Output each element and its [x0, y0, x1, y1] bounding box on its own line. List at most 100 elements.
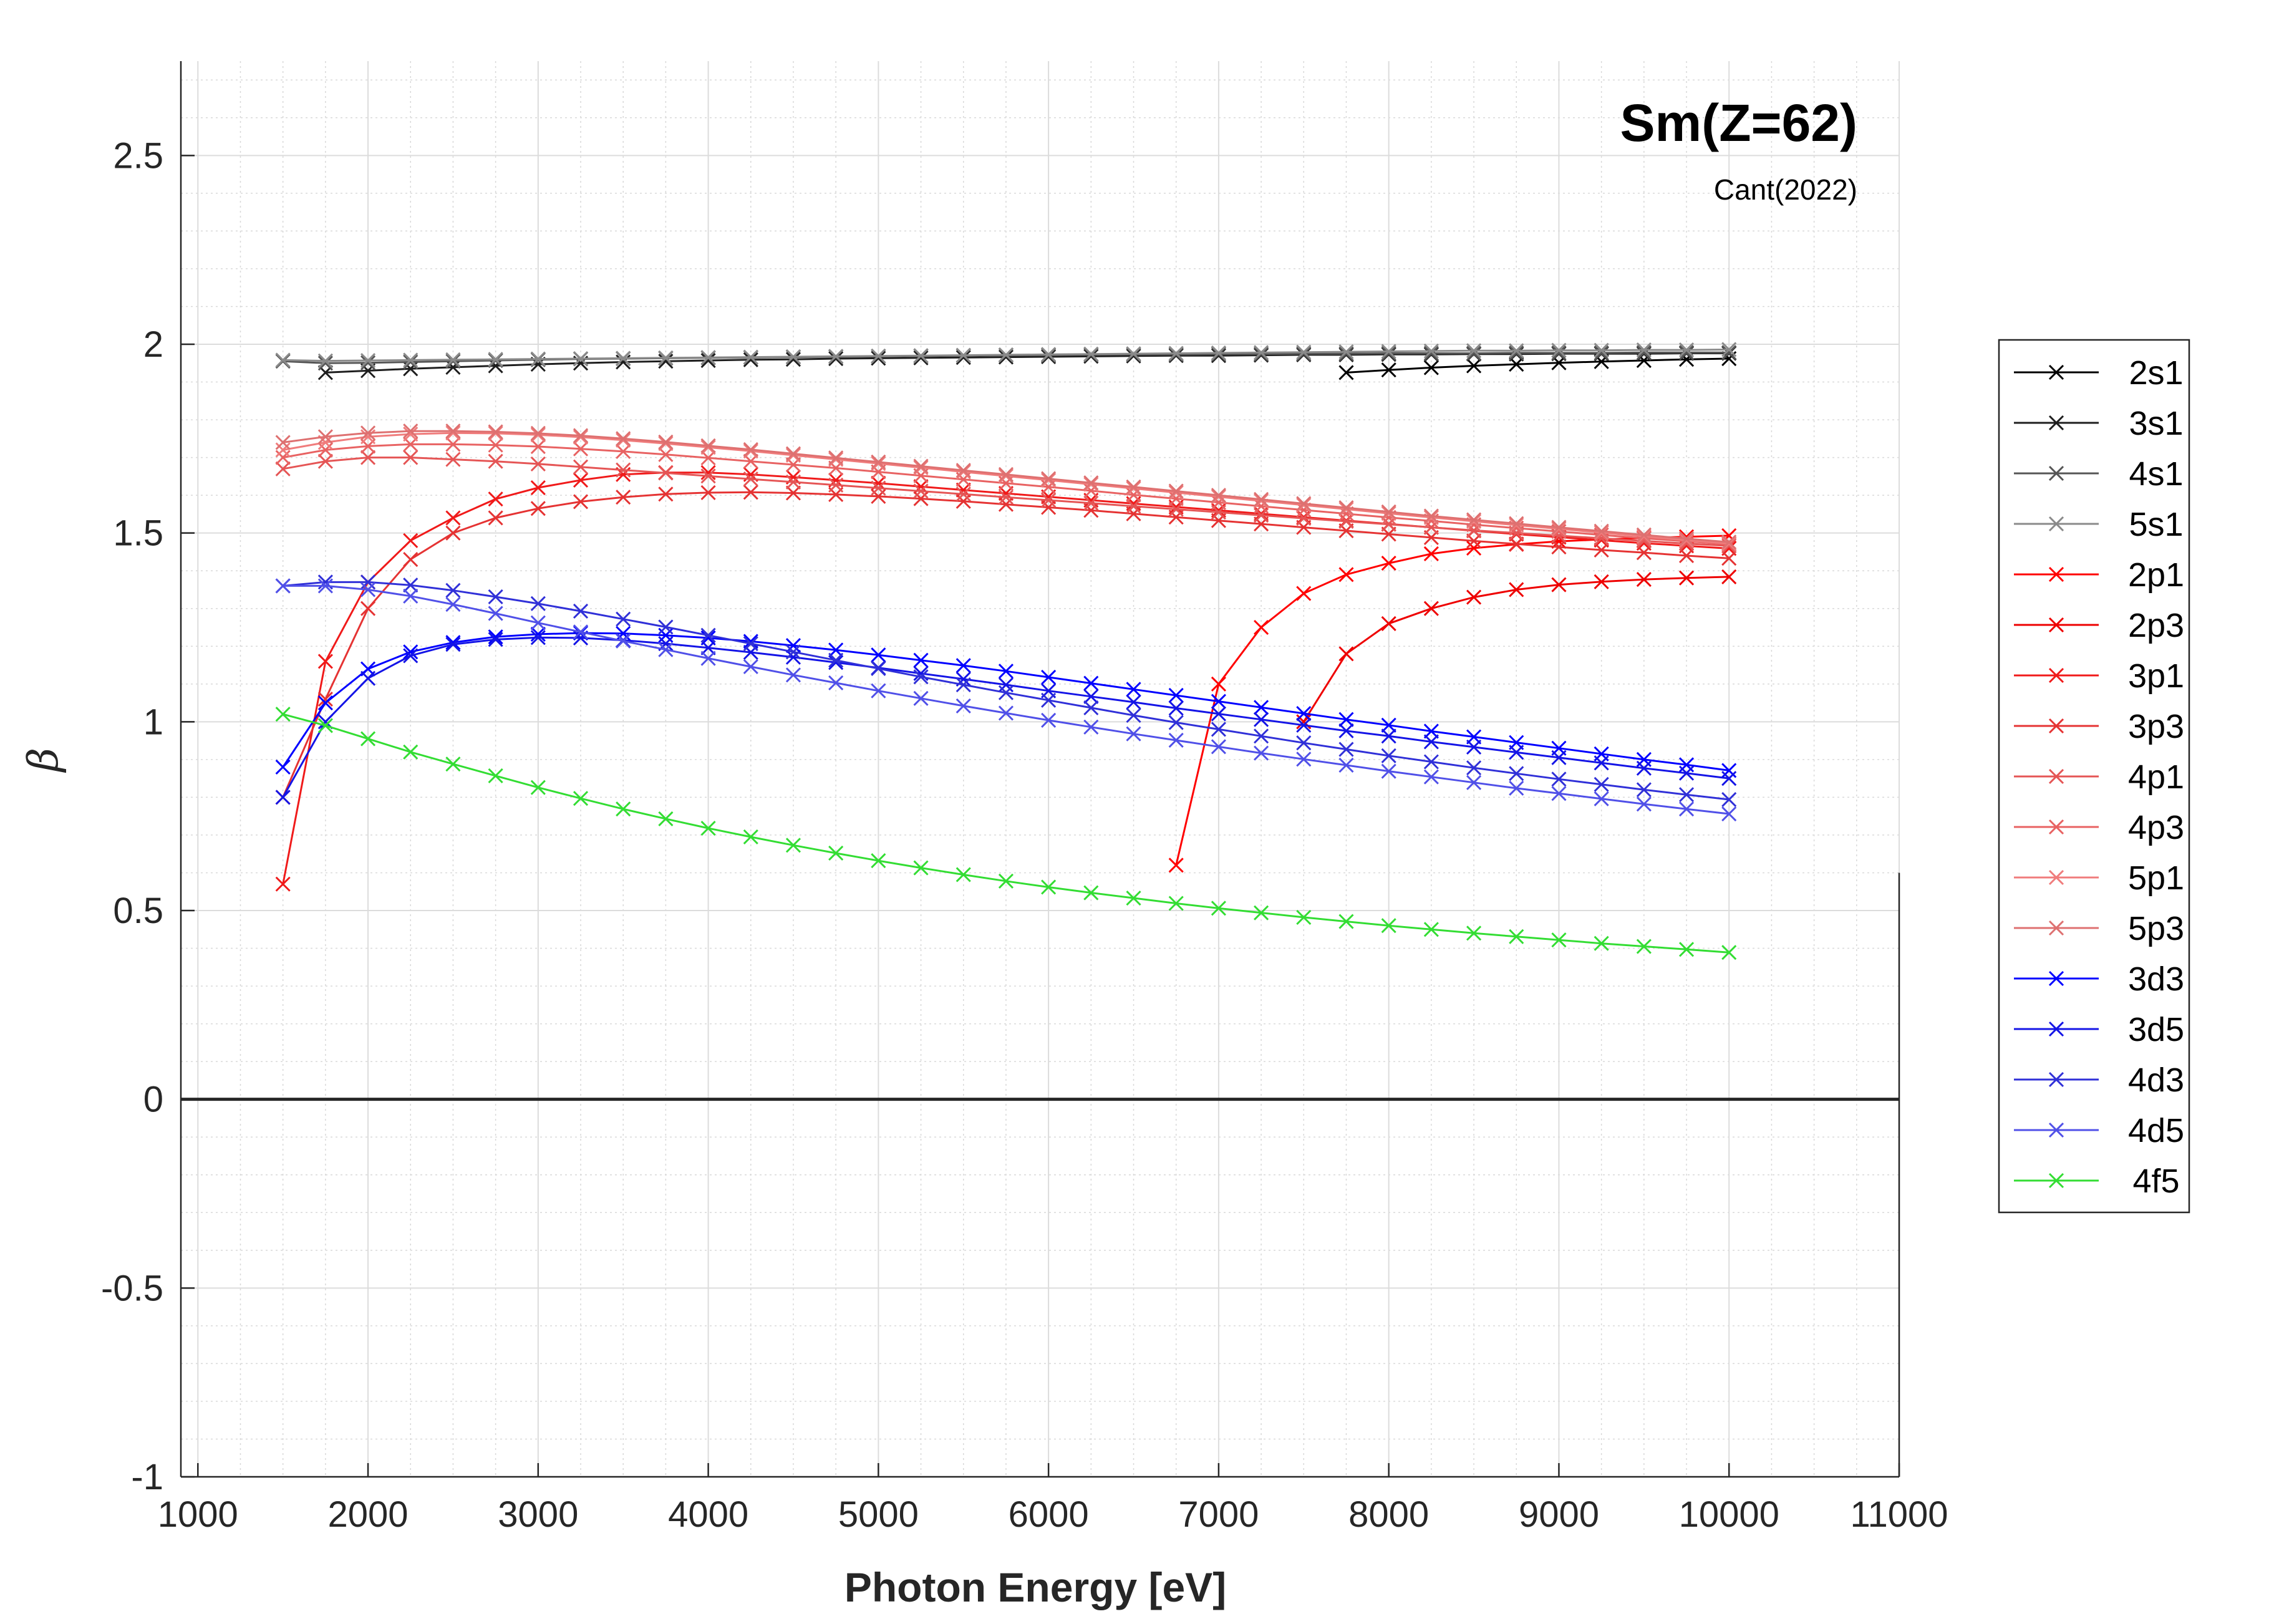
data-point-4d5 [785, 667, 801, 683]
data-point-4p1 [956, 486, 971, 502]
data-point-5p1 [488, 425, 503, 441]
data-point-5s1 [1551, 342, 1567, 358]
data-point-3p3 [998, 496, 1014, 512]
data-point-4d3 [700, 627, 716, 643]
data-point-4d3 [1254, 728, 1269, 744]
data-point-5p3 [658, 434, 674, 450]
legend: 2s1 3s1 4s1 5s1 2p1 2p3 3p1 3p3 4p1 4p3 5p1 5p3 3d3 3… [1998, 339, 2190, 1214]
data-point-5p1 [956, 464, 971, 480]
legend-item-5p3: 5p3 [2014, 910, 2184, 947]
data-point-4f5 [1211, 901, 1226, 916]
x-tick-label: 2000 [328, 1494, 409, 1535]
data-point-3s1 [956, 350, 971, 365]
legend-item-2p1: 2p1 [2014, 556, 2184, 594]
data-point-2p3 [1678, 570, 1695, 586]
data-point-3d5 [1466, 739, 1482, 755]
data-point-4f5 [1594, 935, 1609, 951]
data-point-5p3 [1254, 491, 1269, 507]
data-point-5p1 [1594, 525, 1609, 541]
legend-label: 5s1 [2129, 506, 2183, 543]
data-point-4p1 [275, 461, 291, 476]
data-point-5p1 [573, 429, 589, 445]
data-point-5p3 [1678, 531, 1695, 546]
data-point-5p1 [1509, 517, 1524, 533]
data-point-4p1 [785, 474, 801, 490]
data-point-4p1 [530, 456, 546, 471]
chart-title: Sm(Z=62) [1620, 94, 1857, 152]
data-point-4d5 [1466, 775, 1482, 790]
data-point-3p3 [785, 485, 801, 501]
data-point-4s1 [1338, 346, 1354, 362]
data-point-5s1 [658, 350, 674, 365]
legend-marker [2048, 1071, 2064, 1088]
data-point-3p1 [573, 472, 589, 488]
data-point-5s1 [403, 352, 419, 368]
data-point-3d3 [871, 647, 886, 663]
axes [180, 61, 1900, 1478]
data-point-3s1 [1211, 348, 1226, 364]
data-point-3d5 [1678, 765, 1695, 781]
data-point-5s1 [445, 352, 461, 367]
data-point-3s1 [658, 354, 674, 369]
legend-item-2s1: 2s1 [2014, 354, 2184, 392]
data-point-3d3 [275, 759, 291, 775]
data-point-2p1 [1381, 556, 1396, 571]
data-point-4d3 [488, 589, 503, 605]
data-point-3s1 [785, 352, 801, 367]
data-point-4f5 [1381, 918, 1396, 934]
legend-marker [2048, 1021, 2064, 1037]
data-point-3d5 [1126, 694, 1141, 710]
data-point-5p3 [1423, 508, 1439, 524]
data-point-4d3 [1551, 771, 1567, 787]
x-tick-label: 3000 [498, 1494, 578, 1535]
data-point-4d5 [913, 690, 929, 706]
data-point-5p1 [1636, 529, 1652, 544]
data-point-3p3 [1551, 539, 1567, 555]
data-point-5p3 [1041, 471, 1057, 486]
data-point-3s1 [998, 349, 1014, 365]
data-point-4p1 [658, 465, 674, 481]
data-point-4d3 [828, 652, 844, 668]
legend-item-2p3: 2p3 [2014, 607, 2184, 644]
y-tick-label: -0.5 [101, 1268, 163, 1308]
data-point-3d3 [1296, 705, 1312, 722]
data-point-3d5 [1381, 728, 1396, 744]
data-point-4d3 [1636, 782, 1652, 798]
data-point-2p3 [1338, 646, 1354, 662]
legend-marker [2048, 465, 2064, 481]
data-point-4p1 [1126, 498, 1141, 514]
data-point-4p1 [616, 462, 631, 478]
data-point-5p3 [743, 442, 758, 457]
data-point-5p1 [785, 447, 801, 463]
data-point-5p3 [403, 423, 419, 439]
data-point-4p1 [871, 480, 886, 496]
legend-label: 4d3 [2128, 1061, 2184, 1099]
data-point-2p3 [1381, 616, 1396, 632]
series-5s1 [275, 342, 1737, 369]
data-point-4d5 [573, 624, 589, 640]
data-point-3d5 [828, 655, 844, 670]
data-point-2p3 [1636, 572, 1652, 587]
data-point-4s1 [1594, 345, 1609, 360]
legend-marker [2048, 819, 2064, 835]
data-point-4p1 [998, 490, 1014, 505]
x-axis-label: Photon Energy [eV] [844, 1564, 1226, 1610]
legend-marker [2048, 566, 2064, 582]
data-point-2p1 [1296, 586, 1312, 601]
legend-marker [2048, 1122, 2064, 1138]
data-point-5s1 [1594, 342, 1609, 358]
data-point-4d5 [1083, 719, 1099, 735]
data-point-4p1 [1381, 516, 1396, 532]
data-point-3p3 [616, 490, 631, 505]
data-point-3d3 [1211, 694, 1226, 709]
data-point-5p1 [1168, 485, 1184, 500]
data-point-5p3 [488, 424, 503, 440]
data-point-5p1 [445, 425, 461, 441]
data-point-4p1 [913, 483, 929, 499]
data-point-4d3 [573, 603, 589, 619]
legend-marker [2048, 667, 2064, 684]
data-point-4p3 [658, 447, 674, 462]
data-point-5s1 [1296, 344, 1312, 360]
data-point-4s1 [1721, 345, 1737, 360]
data-point-5p3 [530, 425, 546, 441]
